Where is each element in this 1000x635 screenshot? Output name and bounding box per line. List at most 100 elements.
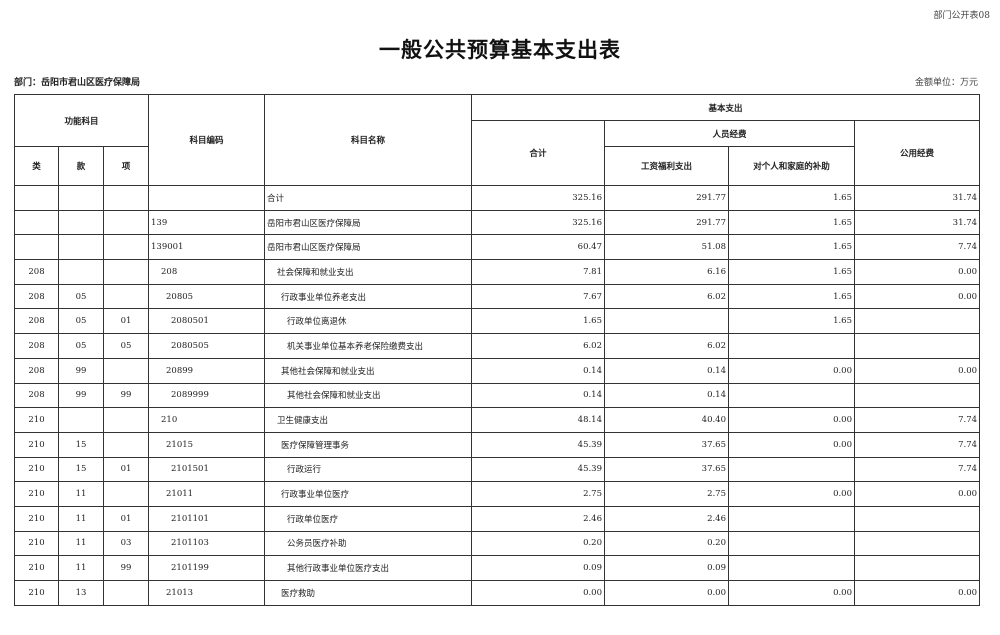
cell-public	[853, 505, 981, 532]
cell-salary: 0.14	[604, 357, 729, 384]
cell-public	[853, 382, 981, 409]
cell-lei: 208	[14, 259, 59, 285]
cell-xiang: 01	[103, 308, 149, 335]
cell-name: 行政运行	[264, 456, 472, 483]
cell-code	[148, 185, 265, 211]
cell-name: 行政单位离退休	[264, 308, 472, 335]
cell-subsidy: 0.00	[728, 580, 855, 606]
cell-subsidy	[728, 456, 855, 483]
cell-public	[853, 555, 981, 581]
cell-total: 2.75	[471, 481, 605, 507]
cell-salary: 6.16	[604, 259, 729, 285]
cell-public: 31.74	[853, 185, 981, 211]
cell-xiang	[103, 481, 149, 507]
cell-total: 1.65	[471, 308, 605, 335]
table-row: 210 11 03 2101103 公务员医疗补助 0.20 0.20	[14, 530, 981, 557]
cell-lei: 210	[14, 456, 59, 483]
table-row: 208 99 20899 其他社会保障和就业支出 0.14 0.14 0.00 0.00	[14, 357, 981, 384]
cell-public: 0.00	[853, 481, 981, 507]
table-row: 208 208 社会保障和就业支出 7.81 6.16 1.65 0.00	[14, 259, 981, 285]
cell-kuan: 11	[58, 481, 104, 507]
cell-total: 0.14	[471, 382, 605, 409]
cell-xiang	[103, 234, 149, 261]
cell-lei: 210	[14, 580, 59, 606]
cell-kuan: 15	[58, 456, 104, 483]
cell-subsidy: 0.00	[728, 431, 855, 458]
table-row: 210 11 01 2101101 行政单位医疗 2.46 2.46	[14, 505, 981, 532]
cell-lei: 210	[14, 505, 59, 532]
cell-code: 139001	[148, 234, 265, 261]
header-public: 公用经费	[853, 120, 981, 186]
cell-code: 2101199	[148, 555, 265, 581]
table-row: 208 05 01 2080501 行政单位离退休 1.65 1.65	[14, 308, 981, 335]
cell-salary: 6.02	[604, 333, 729, 359]
cell-kuan: 11	[58, 505, 104, 532]
cell-code: 2101501	[148, 456, 265, 483]
cell-kuan: 99	[58, 382, 104, 409]
cell-xiang: 99	[103, 382, 149, 409]
cell-subsidy: 1.65	[728, 308, 855, 335]
cell-public: 7.74	[853, 456, 981, 483]
cell-subsidy: 0.00	[728, 357, 855, 384]
cell-total: 6.02	[471, 333, 605, 359]
header-kuan: 款	[58, 146, 104, 186]
cell-code: 2080505	[148, 333, 265, 359]
cell-lei: 210	[14, 481, 59, 507]
cell-lei	[14, 234, 59, 261]
cell-xiang: 05	[103, 333, 149, 359]
cell-subsidy	[728, 505, 855, 532]
table-row: 139001 岳阳市君山区医疗保障局 60.47 51.08 1.65 7.74	[14, 234, 981, 261]
cell-public: 0.00	[853, 283, 981, 310]
cell-salary: 2.75	[604, 481, 729, 507]
cell-name: 行政事业单位医疗	[264, 481, 472, 507]
cell-name: 合计	[264, 185, 472, 211]
cell-public	[853, 308, 981, 335]
cell-subsidy: 1.65	[728, 283, 855, 310]
cell-lei: 208	[14, 308, 59, 335]
header-code: 科目编码	[148, 94, 265, 186]
cell-kuan: 05	[58, 333, 104, 359]
table-row: 合计 325.16 291.77 1.65 31.74	[14, 185, 981, 211]
table-row: 210 15 21015 医疗保障管理事务 45.39 37.65 0.00 7.74	[14, 431, 981, 458]
cell-salary	[604, 308, 729, 335]
cell-subsidy: 1.65	[728, 209, 855, 236]
cell-lei	[14, 209, 59, 236]
cell-code: 20805	[148, 283, 265, 310]
cell-public: 0.00	[853, 357, 981, 384]
cell-public: 0.00	[853, 259, 981, 285]
cell-public: 7.74	[853, 431, 981, 458]
cell-salary: 51.08	[604, 234, 729, 261]
cell-code: 21011	[148, 481, 265, 507]
cell-name: 医疗救助	[264, 580, 472, 606]
cell-subsidy	[728, 382, 855, 409]
table-row: 208 05 20805 行政事业单位养老支出 7.67 6.02 1.65 0.00	[14, 283, 981, 310]
cell-total: 2.46	[471, 505, 605, 532]
cell-total: 0.00	[471, 580, 605, 606]
cell-subsidy: 0.00	[728, 481, 855, 507]
amount-unit-label: 金额单位：万元	[914, 78, 978, 88]
cell-lei: 208	[14, 283, 59, 310]
cell-public	[853, 333, 981, 359]
cell-lei: 208	[14, 357, 59, 384]
cell-total: 0.09	[471, 555, 605, 581]
cell-xiang	[103, 185, 149, 211]
cell-total: 325.16	[471, 209, 605, 236]
cell-lei: 210	[14, 530, 59, 557]
table-row: 208 99 99 2089999 其他社会保障和就业支出 0.14 0.14	[14, 382, 981, 409]
cell-lei: 208	[14, 382, 59, 409]
cell-kuan	[58, 234, 104, 261]
header-func-subject: 功能科目	[14, 94, 149, 147]
department-label: 部门：岳阳市君山区医疗保障局	[14, 78, 141, 88]
cell-name: 社会保障和就业支出	[264, 259, 472, 285]
page-title: 一般公共预算基本支出表	[379, 37, 621, 62]
cell-code: 2080501	[148, 308, 265, 335]
cell-code: 2101101	[148, 505, 265, 532]
cell-kuan	[58, 407, 104, 433]
cell-xiang: 01	[103, 456, 149, 483]
header-lei: 类	[14, 146, 59, 186]
cell-lei: 210	[14, 555, 59, 581]
cell-code: 208	[148, 259, 265, 285]
cell-total: 45.39	[471, 431, 605, 458]
cell-name: 其他行政事业单位医疗支出	[264, 555, 472, 581]
header-subsidy: 对个人和家庭的补助	[728, 146, 855, 186]
